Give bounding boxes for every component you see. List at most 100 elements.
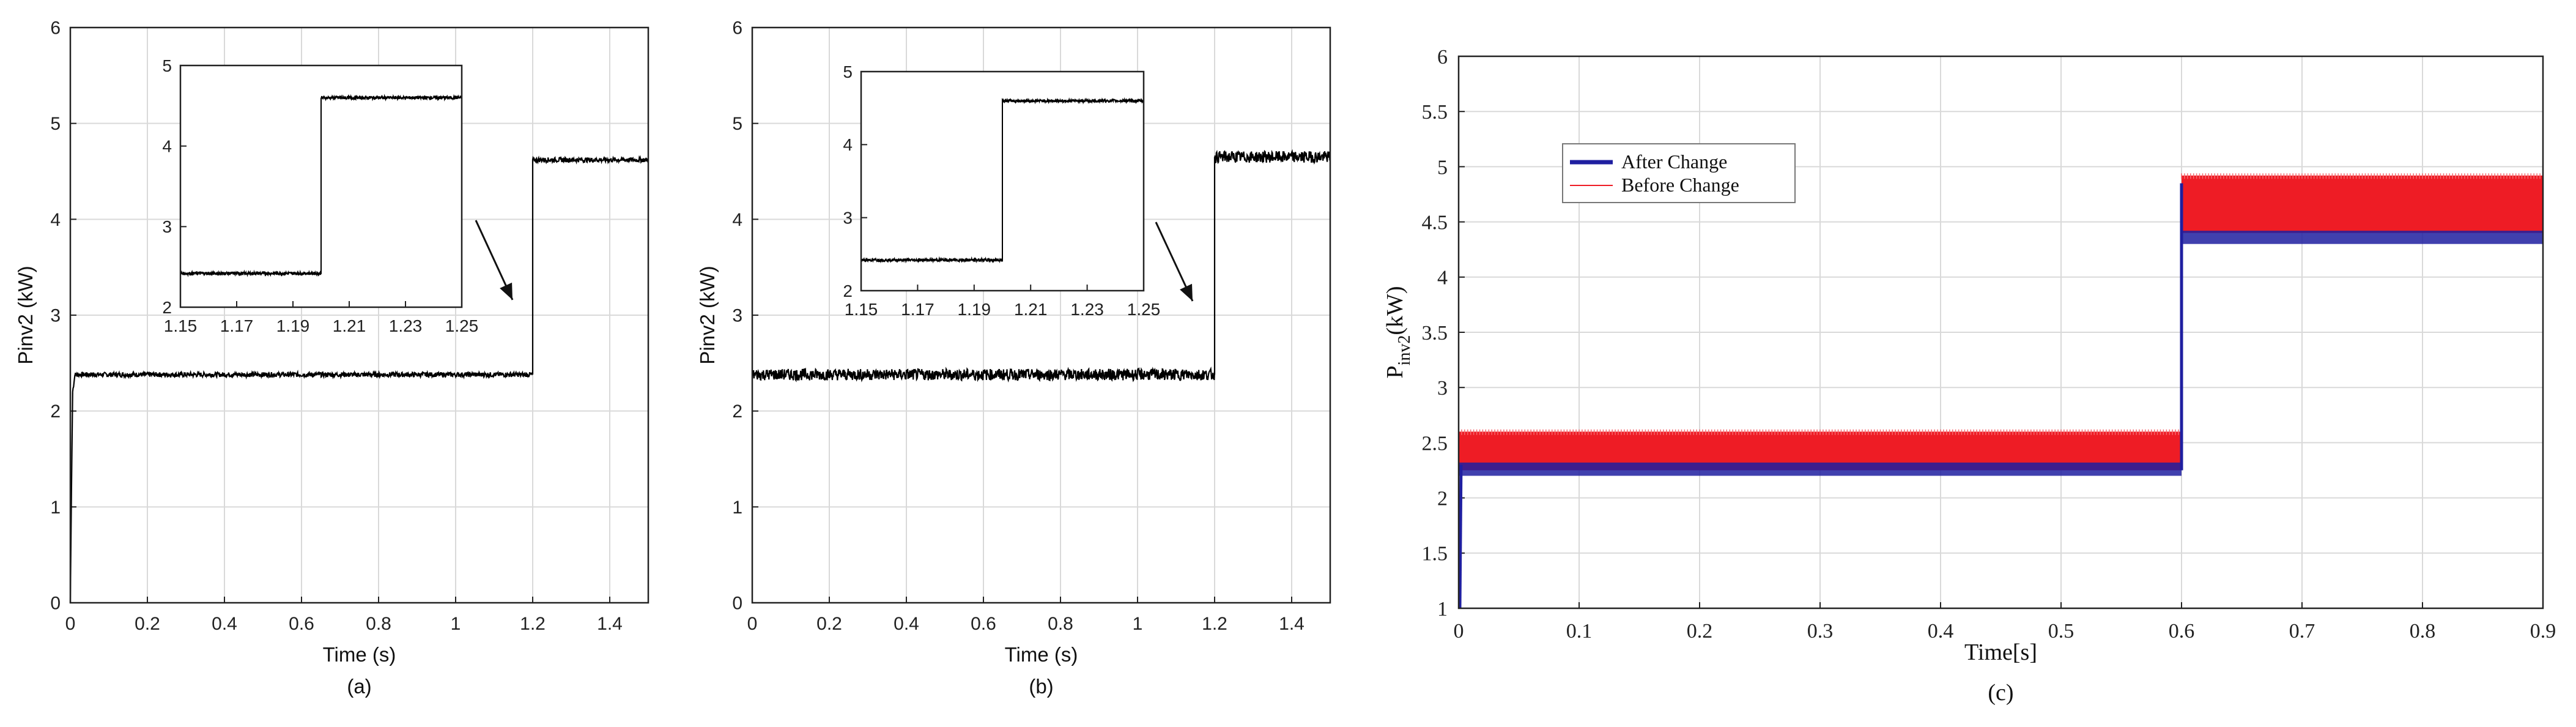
y-tick-label: 2 xyxy=(50,401,61,422)
x-tick-label: 0 xyxy=(65,614,76,634)
x-tick-label: 1.23 xyxy=(389,316,423,335)
x-tick-label: 0.2 xyxy=(1687,620,1713,643)
x-tick-label: 0 xyxy=(747,614,758,634)
series-band-after-change xyxy=(1459,231,2543,476)
y-axis-label: Pinv2 (kW) xyxy=(14,266,37,364)
x-tick-label: 1.15 xyxy=(164,316,198,335)
plot-frame xyxy=(69,26,650,604)
subfigure-caption: (c) xyxy=(1988,680,2013,706)
y-tick-label: 2 xyxy=(1437,488,1448,510)
y-axis-label-unit: (kW) xyxy=(1382,286,1408,335)
x-tick-label: 0.2 xyxy=(135,614,160,634)
x-tick-label: 1.25 xyxy=(445,316,479,335)
inset-zoom: 1.15 1.17 1.19 1.21 1.23 1.25 2 3 4 5 xyxy=(843,62,1160,319)
x-axis-label: Time[s] xyxy=(1964,639,2037,665)
y-tick-label: 3 xyxy=(843,208,853,227)
x-tick-label: 1.19 xyxy=(276,316,310,335)
x-axis-label: Time (s) xyxy=(1005,643,1078,666)
y-tick-label: 2 xyxy=(732,401,742,422)
y-tick-label: 0 xyxy=(732,594,742,614)
y-tick-label: 3 xyxy=(162,217,172,236)
x-tick-label: 0.8 xyxy=(366,614,391,634)
x-tick-label: 0.4 xyxy=(212,614,237,634)
legend-label-before-change: Before Change xyxy=(1621,174,1739,196)
subfigure-caption: (b) xyxy=(1029,675,1053,698)
x-tick-label: 1.4 xyxy=(597,614,623,634)
subfigure-caption: (a) xyxy=(347,675,371,698)
x-tick-label: 1.2 xyxy=(520,614,546,634)
x-tick-label: 0.3 xyxy=(1807,620,1834,643)
y-tick-label: 1 xyxy=(50,498,61,518)
x-tick-label: 0 xyxy=(1454,620,1464,643)
arrow-head xyxy=(1180,283,1193,301)
y-tick-label: 0 xyxy=(50,594,61,614)
y-tick-label: 4 xyxy=(50,210,61,230)
y-tick-label: 4 xyxy=(843,135,853,154)
chart-b: 0 0.2 0.4 0.6 0.8 1 1.2 1.4 0 1 2 3 4 5 6 Time (s) Pinv2… xyxy=(696,18,1331,698)
x-tick-label: 0.5 xyxy=(2048,620,2074,643)
zoom-arrow xyxy=(475,220,514,300)
y-tick-label: 1 xyxy=(1437,598,1448,621)
x-tick-label: 0.6 xyxy=(289,614,314,634)
y-tick-label: 1.5 xyxy=(1422,543,1448,565)
x-tick-label: 0.1 xyxy=(1566,620,1593,643)
x-tick-label: 1 xyxy=(1133,614,1143,634)
series-line-pinv2 xyxy=(751,149,1331,383)
x-tick-label: 0.8 xyxy=(1048,614,1073,634)
x-tick-label: 1.25 xyxy=(1127,300,1161,319)
x-tick-label: 1.17 xyxy=(901,300,935,319)
x-tick-label: 1.17 xyxy=(220,316,254,335)
plot-frame xyxy=(1457,55,2544,610)
x-tick-label: 0.2 xyxy=(816,614,842,634)
y-tick-label: 6 xyxy=(732,18,742,39)
x-tick-label: 0.8 xyxy=(2410,620,2436,643)
y-axis-label: Pinv2(kW) xyxy=(1382,286,1414,378)
series-line-pinv2 xyxy=(69,155,649,603)
y-tick-label: 5 xyxy=(50,114,61,134)
y-tick-label: 4 xyxy=(162,136,172,155)
x-tick-label: 1 xyxy=(451,614,461,634)
x-tick-label: 0.9 xyxy=(2530,620,2556,643)
y-tick-label: 4 xyxy=(732,210,742,230)
x-tick-label: 1.4 xyxy=(1279,614,1305,634)
inset-frame xyxy=(179,64,463,308)
y-tick-label: 4.5 xyxy=(1422,212,1448,234)
y-tick-label: 6 xyxy=(1437,46,1448,69)
x-tick-label: 1.21 xyxy=(333,316,366,335)
x-axis-label: Time (s) xyxy=(323,643,396,666)
band-segment xyxy=(2182,175,2543,233)
y-tick-label: 2 xyxy=(162,298,172,317)
x-tick-label: 1.19 xyxy=(958,300,991,319)
band-segment xyxy=(2182,231,2543,244)
y-tick-label: 3 xyxy=(50,306,61,326)
legend-box xyxy=(1562,143,1796,203)
y-tick-label: 5.5 xyxy=(1422,101,1448,124)
y-tick-label: 2.5 xyxy=(1422,432,1448,455)
legend-label-after-change: After Change xyxy=(1621,151,1727,173)
y-tick-label: 3.5 xyxy=(1422,322,1448,345)
x-tick-label: 0.4 xyxy=(1928,620,1954,643)
y-tick-label: 1 xyxy=(732,498,742,518)
inset-zoom: 1.15 1.17 1.19 1.21 1.23 1.25 2 3 4 5 xyxy=(162,56,478,335)
inset-frame xyxy=(860,70,1145,292)
y-tick-label: 4 xyxy=(1437,267,1448,289)
y-tick-label: 5 xyxy=(843,62,853,81)
y-tick-label: 3 xyxy=(1437,377,1448,400)
x-tick-label: 0.4 xyxy=(894,614,919,634)
y-axis-label-sub: inv2 xyxy=(1395,335,1414,366)
x-tick-label: 1.2 xyxy=(1202,614,1227,634)
y-tick-label: 3 xyxy=(732,306,742,326)
inset-series-line xyxy=(861,97,1144,264)
zoom-arrow xyxy=(1155,222,1194,302)
y-tick-label: 5 xyxy=(1437,156,1448,179)
chart-a: 0 0.2 0.4 0.6 0.8 1 1.2 1.4 0 1 2 3 4 5 6 Time (s) Pinv2… xyxy=(14,18,650,698)
x-tick-label: 1.21 xyxy=(1014,300,1048,319)
y-tick-label: 6 xyxy=(50,18,61,39)
x-tick-label: 0.7 xyxy=(2289,620,2315,643)
y-axis-label: Pinv2 (kW) xyxy=(696,266,719,364)
startup-ramp xyxy=(1458,464,1463,609)
inset-series-line xyxy=(180,94,462,277)
y-tick-label: 5 xyxy=(162,56,172,75)
